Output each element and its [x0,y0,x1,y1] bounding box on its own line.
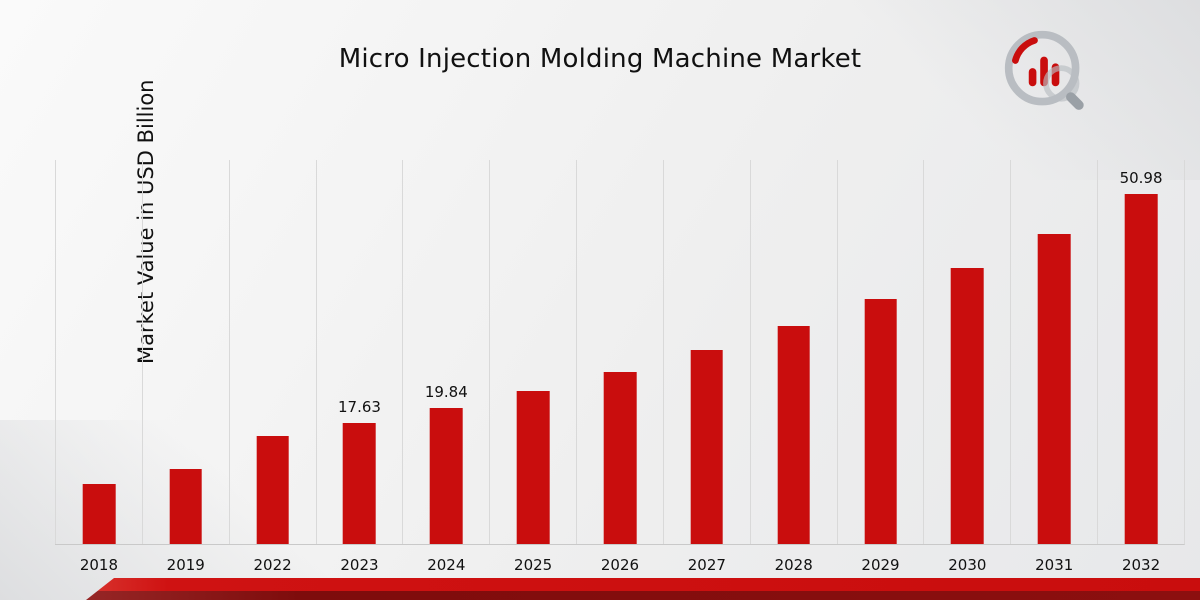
bar-chart: 2018 2019 2022 17.63 2023 19.84 2024 2025 2026 20… [55,160,1185,574]
bar-2022 [256,436,289,544]
bar-2031 [1037,233,1071,544]
bar-2028 [777,326,810,544]
x-tick-label-2025: 2025 [514,556,553,574]
footer-ribbon-bottom-stripe [86,591,1200,600]
x-tick-label-2023: 2023 [340,556,379,574]
chart-column-2025: 2025 [489,160,576,574]
corner-shade-top-right [740,0,1200,180]
bar-2024 [429,407,463,544]
bar-2019 [169,469,203,544]
page-title: Micro Injection Molding Machine Market [338,44,862,74]
chart-column-2030: 2030 [923,160,1010,574]
data-label-2024: 19.84 [424,382,468,401]
chart-column-2027: 2027 [662,160,750,574]
x-tick-label-2027: 2027 [687,556,726,574]
bar-2026 [603,371,637,544]
bar-2025 [516,390,550,544]
chart-column-2022: 2022 [228,160,316,574]
footer-ribbon [86,578,1200,600]
chart-column-2026: 2026 [576,160,663,574]
brand-logo-icon [1004,30,1084,110]
bar-2027 [690,350,724,544]
chart-column-2023: 17.63 2023 [315,160,403,574]
bar-2030 [951,268,984,544]
chart-column-2031: 2031 [1010,160,1097,574]
chart-column-2018: 2018 [55,160,142,574]
x-tick-label-2018: 2018 [79,556,119,574]
x-tick-label-2028: 2028 [774,556,813,574]
bar-2029 [864,298,897,544]
x-tick-label-2030: 2030 [948,556,987,574]
chart-column-2019: 2019 [141,160,229,574]
data-label-2032: 50.98 [1119,169,1163,188]
x-tick-label-2022: 2022 [253,556,292,574]
chart-column-2028: 2028 [749,160,837,574]
x-tick-label-2032: 2032 [1121,556,1161,574]
footer-ribbon-top-stripe [86,578,1200,591]
bar-2018 [82,484,116,544]
bar-2032 [1124,194,1158,544]
x-tick-label-2031: 2031 [1035,556,1074,574]
chart-column-2032: 50.98 2032 [1097,160,1184,574]
x-tick-label-2029: 2029 [861,556,900,574]
x-tick-label-2026: 2026 [600,556,640,574]
x-tick-label-2024: 2024 [427,556,466,574]
chart-column-2029: 2029 [836,160,924,574]
x-tick-label-2019: 2019 [166,556,205,574]
data-label-2023: 17.63 [337,398,381,417]
chart-column-2024: 19.84 2024 [402,160,489,574]
bar-2023 [343,423,376,544]
